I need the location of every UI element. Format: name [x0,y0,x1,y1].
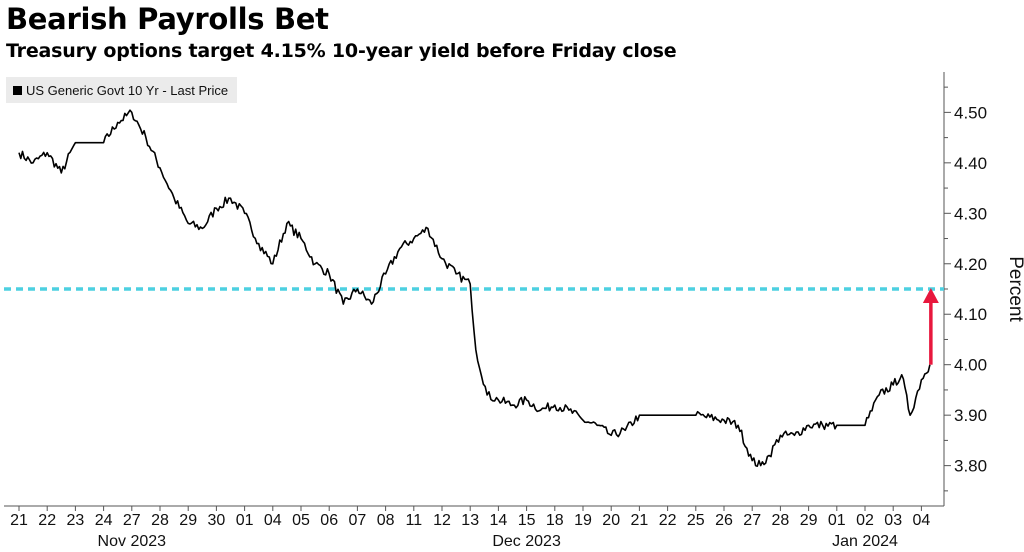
x-tick-label: 30 [208,512,226,529]
x-month-label: Jan 2024 [832,533,898,550]
x-tick-label: 13 [461,512,479,529]
x-tick-label: 19 [574,512,592,529]
arrow-head [922,288,939,303]
x-tick-label: 07 [349,512,367,529]
x-tick-label: 20 [602,512,620,529]
x-tick-label: 05 [292,512,310,529]
chart-title: Bearish Payrolls Bet [6,2,329,36]
x-tick-label: 15 [518,512,536,529]
y-tick-label: 3.80 [954,457,987,476]
x-tick-label: 04 [264,512,282,529]
y-tick-label: 4.10 [954,305,987,324]
x-tick-label: 04 [913,512,931,529]
x-tick-label: 03 [884,512,902,529]
legend-swatch [13,85,22,95]
x-tick-label: 21 [631,512,649,529]
y-tick-label: 4.30 [954,204,987,223]
x-tick-label: 12 [433,512,451,529]
x-tick-label: 01 [828,512,846,529]
x-tick-label: 02 [856,512,874,529]
x-tick-label: 14 [490,512,508,529]
x-tick-label: 01 [236,512,254,529]
x-axis: 21 22 23 24 27 28 29 30 01 04 05 06 07 08 11 12 13 14 15 18… [4,505,944,550]
y-axis-label: Percent [1005,256,1024,322]
chart-subtitle: Treasury options target 4.15% 10-year yi… [6,40,677,62]
x-tick-label: 23 [67,512,85,529]
x-tick-label: 28 [772,512,790,529]
x-month-label: Dec 2023 [492,533,561,550]
y-tick-label: 4.40 [954,154,987,173]
x-tick-label: 22 [38,512,56,529]
x-tick-label: 27 [743,512,761,529]
x-tick-label: 27 [123,512,141,529]
x-tick-label: 29 [800,512,818,529]
y-tick-label: 4.50 [954,103,987,122]
legend: US Generic Govt 10 Yr - Last Price [6,77,238,103]
x-tick-label: 26 [715,512,733,529]
yield-line [18,109,931,467]
y-axis: 3.80 3.90 4.00 4.10 4.20 4.30 4.40 4.50 [943,72,987,506]
x-tick-label: 06 [320,512,338,529]
x-tick-label: 11 [405,512,422,529]
legend-label: US Generic Govt 10 Yr - Last Price [26,82,229,98]
x-tick-label: 21 [10,512,28,529]
x-tick-label: 29 [179,512,197,529]
x-month-label: Nov 2023 [98,533,167,550]
target-arrow [922,288,939,365]
y-tick-label: 4.20 [954,255,987,274]
x-tick-label: 18 [546,512,564,529]
yield-series [18,109,931,467]
x-tick-label: 22 [659,512,677,529]
x-tick-label: 28 [151,512,169,529]
x-tick-label: 24 [95,512,113,529]
x-tick-label: 25 [687,512,705,529]
y-tick-label: 3.90 [954,406,987,425]
y-tick-label: 4.00 [954,356,987,375]
x-tick-label: 08 [377,512,395,529]
